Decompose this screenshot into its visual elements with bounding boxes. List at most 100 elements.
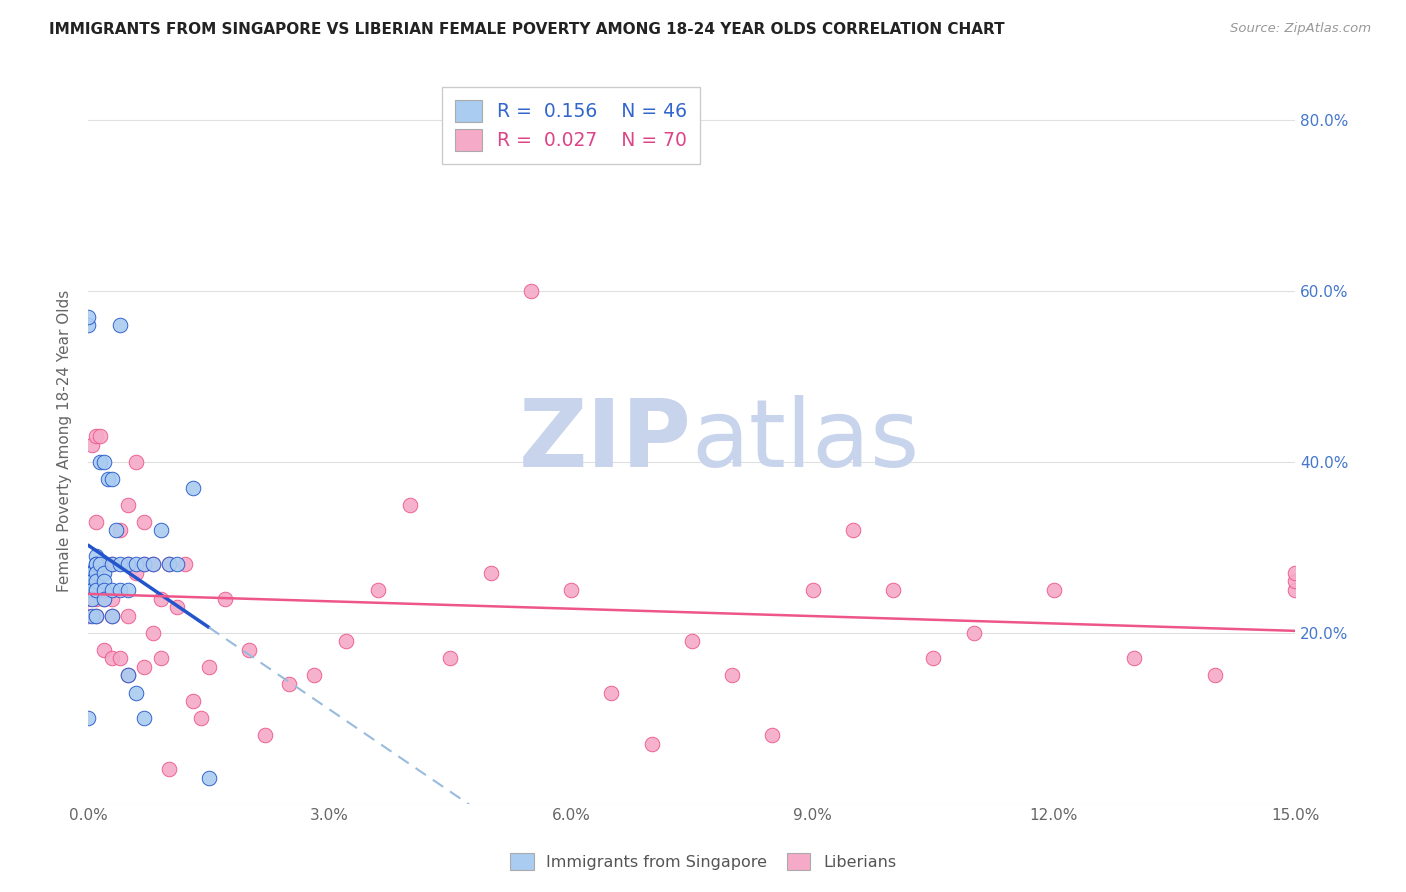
- Point: [82, 574, 104, 589]
- Point: [117, 668, 139, 682]
- Point: [84, 582, 107, 597]
- Point: [84, 429, 107, 443]
- Point: [922, 651, 945, 665]
- Point: [82, 438, 104, 452]
- Point: [1043, 582, 1066, 597]
- Point: [93, 566, 115, 580]
- Point: [1123, 651, 1146, 665]
- Point: [190, 711, 212, 725]
- Point: [302, 668, 325, 682]
- Point: [801, 582, 824, 597]
- Point: [125, 558, 148, 572]
- Point: [117, 558, 139, 572]
- Point: [125, 685, 148, 699]
- Point: [141, 558, 163, 572]
- Point: [84, 549, 107, 563]
- Point: [117, 668, 139, 682]
- Point: [101, 558, 124, 572]
- Point: [962, 625, 984, 640]
- Point: [1284, 574, 1306, 589]
- Point: [157, 763, 180, 777]
- Point: [399, 498, 422, 512]
- Point: [89, 429, 111, 443]
- Point: [93, 643, 115, 657]
- Point: [761, 728, 783, 742]
- Point: [101, 582, 124, 597]
- Point: [105, 523, 128, 537]
- Point: [82, 591, 104, 606]
- Point: [77, 591, 100, 606]
- Point: [93, 558, 115, 572]
- Point: [157, 558, 180, 572]
- Text: atlas: atlas: [692, 394, 920, 486]
- Point: [1284, 582, 1306, 597]
- Point: [84, 574, 107, 589]
- Point: [110, 651, 132, 665]
- Point: [117, 608, 139, 623]
- Point: [77, 318, 100, 333]
- Point: [134, 558, 156, 572]
- Point: [97, 472, 120, 486]
- Point: [77, 711, 100, 725]
- Point: [125, 455, 148, 469]
- Point: [181, 481, 204, 495]
- Point: [166, 600, 188, 615]
- Legend: R =  0.156    N = 46, R =  0.027    N = 70: R = 0.156 N = 46, R = 0.027 N = 70: [443, 87, 700, 164]
- Point: [84, 558, 107, 572]
- Point: [77, 582, 100, 597]
- Point: [110, 318, 132, 333]
- Point: [882, 582, 904, 597]
- Point: [117, 558, 139, 572]
- Point: [842, 523, 865, 537]
- Point: [84, 558, 107, 572]
- Point: [89, 455, 111, 469]
- Point: [110, 523, 132, 537]
- Point: [681, 634, 703, 648]
- Point: [173, 558, 195, 572]
- Point: [560, 582, 582, 597]
- Point: [101, 651, 124, 665]
- Point: [134, 660, 156, 674]
- Point: [198, 771, 221, 785]
- Point: [84, 515, 107, 529]
- Point: [214, 591, 236, 606]
- Point: [93, 574, 115, 589]
- Point: [84, 566, 107, 580]
- Point: [110, 558, 132, 572]
- Point: [149, 591, 172, 606]
- Point: [101, 608, 124, 623]
- Point: [101, 472, 124, 486]
- Point: [84, 566, 107, 580]
- Point: [640, 737, 662, 751]
- Point: [77, 310, 100, 324]
- Text: IMMIGRANTS FROM SINGAPORE VS LIBERIAN FEMALE POVERTY AMONG 18-24 YEAR OLDS CORRE: IMMIGRANTS FROM SINGAPORE VS LIBERIAN FE…: [49, 22, 1005, 37]
- Text: Source: ZipAtlas.com: Source: ZipAtlas.com: [1230, 22, 1371, 36]
- Point: [278, 677, 301, 691]
- Legend: Immigrants from Singapore, Liberians: Immigrants from Singapore, Liberians: [501, 843, 905, 880]
- Point: [134, 711, 156, 725]
- Point: [77, 608, 100, 623]
- Point: [238, 643, 260, 657]
- Point: [149, 651, 172, 665]
- Point: [600, 685, 623, 699]
- Point: [335, 634, 357, 648]
- Y-axis label: Female Poverty Among 18-24 Year Olds: Female Poverty Among 18-24 Year Olds: [58, 289, 72, 591]
- Point: [479, 566, 502, 580]
- Point: [254, 728, 277, 742]
- Point: [93, 582, 115, 597]
- Point: [84, 608, 107, 623]
- Point: [125, 566, 148, 580]
- Point: [89, 558, 111, 572]
- Point: [439, 651, 461, 665]
- Point: [134, 558, 156, 572]
- Point: [149, 523, 172, 537]
- Point: [93, 591, 115, 606]
- Text: ZIP: ZIP: [519, 394, 692, 486]
- Point: [82, 582, 104, 597]
- Point: [367, 582, 389, 597]
- Point: [77, 574, 100, 589]
- Point: [157, 558, 180, 572]
- Point: [181, 694, 204, 708]
- Point: [82, 608, 104, 623]
- Point: [77, 582, 100, 597]
